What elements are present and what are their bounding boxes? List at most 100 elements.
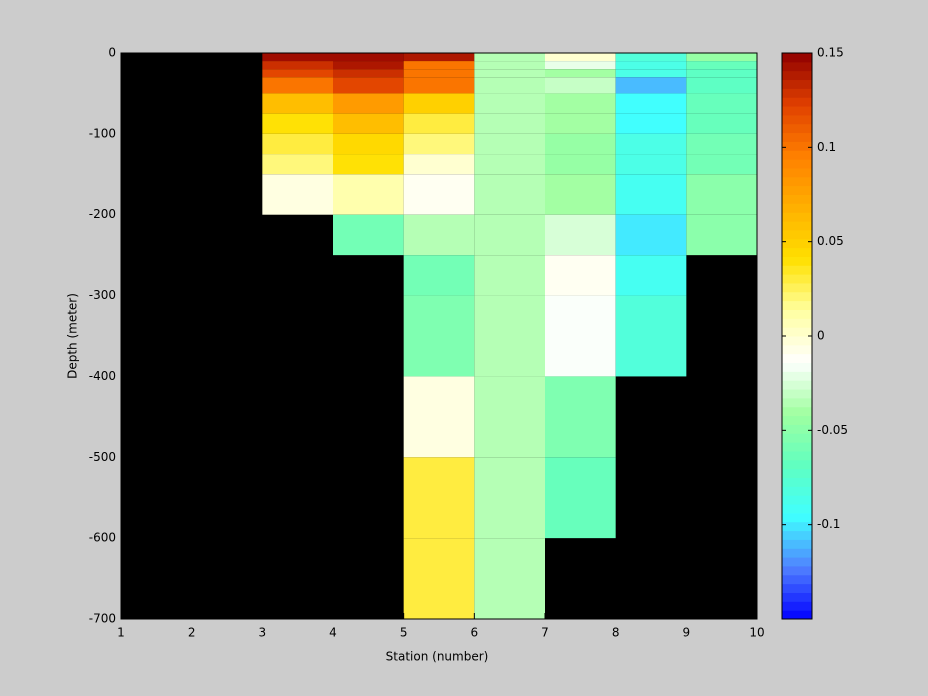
- colorbar-swatch: [782, 415, 812, 425]
- colorbar-swatch: [782, 150, 812, 160]
- cell: [403, 93, 475, 114]
- cell: [262, 133, 333, 155]
- cell: [333, 154, 404, 175]
- colorbar-swatch: [782, 141, 812, 151]
- colorbar-swatch: [782, 468, 812, 478]
- cell: [686, 61, 757, 70]
- colorbar-swatch: [782, 344, 812, 355]
- colorbar-swatch: [782, 539, 812, 549]
- y-tick-label: -500: [89, 450, 116, 464]
- cell: [262, 53, 333, 62]
- colorbar-swatch: [782, 424, 812, 434]
- cell: [474, 255, 545, 296]
- colorbar-swatch: [782, 574, 812, 585]
- cell: [686, 133, 757, 155]
- colorbar-swatch: [782, 530, 812, 540]
- cell: [403, 53, 475, 62]
- cell: [545, 93, 616, 114]
- cell: [615, 69, 687, 78]
- colorbar-swatch: [782, 176, 812, 187]
- colorbar-swatch: [782, 504, 812, 514]
- colorbar-swatch: [782, 61, 812, 72]
- cell: [545, 154, 616, 175]
- cell: [474, 93, 545, 114]
- cell: [474, 133, 545, 155]
- cell: [333, 53, 404, 62]
- cell: [474, 457, 545, 539]
- cell: [403, 376, 475, 458]
- colorbar-swatch: [782, 70, 812, 81]
- cell: [333, 174, 404, 215]
- x-tick-label: 2: [188, 626, 196, 640]
- colorbar-swatch: [782, 601, 812, 611]
- cell: [686, 174, 757, 215]
- cell: [545, 113, 616, 134]
- cell: [403, 255, 475, 296]
- cell: [403, 133, 475, 155]
- colorbar-tick-label: -0.1: [817, 517, 840, 531]
- colorbar-swatch: [782, 397, 812, 408]
- colorbar-swatch: [782, 97, 812, 107]
- cell: [615, 295, 687, 377]
- y-tick-label: -400: [89, 369, 116, 383]
- colorbar-swatch: [782, 557, 812, 567]
- colorbar-swatch: [782, 442, 812, 452]
- cell: [545, 376, 616, 458]
- colorbar-swatch: [782, 389, 812, 399]
- x-tick-label: 7: [541, 626, 549, 640]
- cell: [333, 93, 404, 114]
- x-tick-label: 9: [683, 626, 691, 640]
- colorbar-swatch: [782, 265, 812, 275]
- colorbar-tick-label: 0.05: [817, 234, 844, 248]
- cell: [615, 53, 687, 62]
- colorbar-swatch: [782, 565, 812, 576]
- cell: [545, 214, 616, 256]
- cell: [474, 295, 545, 377]
- cell: [686, 113, 757, 134]
- x-tick-label: 5: [400, 626, 408, 640]
- cell: [545, 174, 616, 215]
- cell: [686, 69, 757, 78]
- y-tick-label: -100: [89, 126, 116, 140]
- x-tick-label: 4: [329, 626, 337, 640]
- colorbar-swatch: [782, 114, 812, 125]
- colorbar-swatch: [782, 450, 812, 461]
- y-tick-label: -200: [89, 207, 116, 221]
- x-tick-label: 10: [749, 626, 764, 640]
- colorbar-swatch: [782, 247, 812, 257]
- colorbar-swatch: [782, 309, 812, 319]
- cell: [615, 174, 687, 215]
- cell: [262, 154, 333, 175]
- cell: [545, 457, 616, 539]
- colorbar-swatch: [782, 336, 812, 346]
- x-tick-label: 3: [259, 626, 267, 640]
- cell: [403, 174, 475, 215]
- x-tick-label: 1: [117, 626, 125, 640]
- cell: [615, 113, 687, 134]
- colorbar-swatch: [782, 459, 812, 470]
- cell: [403, 154, 475, 175]
- colorbar-swatch: [782, 203, 812, 213]
- colorbar-swatch: [782, 610, 812, 620]
- cell: [474, 154, 545, 175]
- colorbar-swatch: [782, 521, 812, 532]
- colorbar-swatch: [782, 53, 812, 63]
- colorbar-swatch: [782, 318, 812, 328]
- cell: [262, 77, 333, 94]
- colorbar-swatch: [782, 212, 812, 222]
- cell: [615, 214, 687, 256]
- y-tick-label: -700: [89, 612, 116, 626]
- cell: [403, 457, 475, 539]
- colorbar-swatch: [782, 371, 812, 381]
- colorbar-swatch: [782, 592, 812, 602]
- colorbar-swatch: [782, 548, 812, 558]
- cell: [403, 214, 475, 256]
- cell: [403, 77, 475, 94]
- cell: [686, 93, 757, 114]
- cell: [545, 295, 616, 377]
- cell: [474, 214, 545, 256]
- colorbar-swatch: [782, 380, 812, 390]
- colorbar-swatch: [782, 512, 812, 523]
- cell: [615, 61, 687, 70]
- cell: [615, 255, 687, 296]
